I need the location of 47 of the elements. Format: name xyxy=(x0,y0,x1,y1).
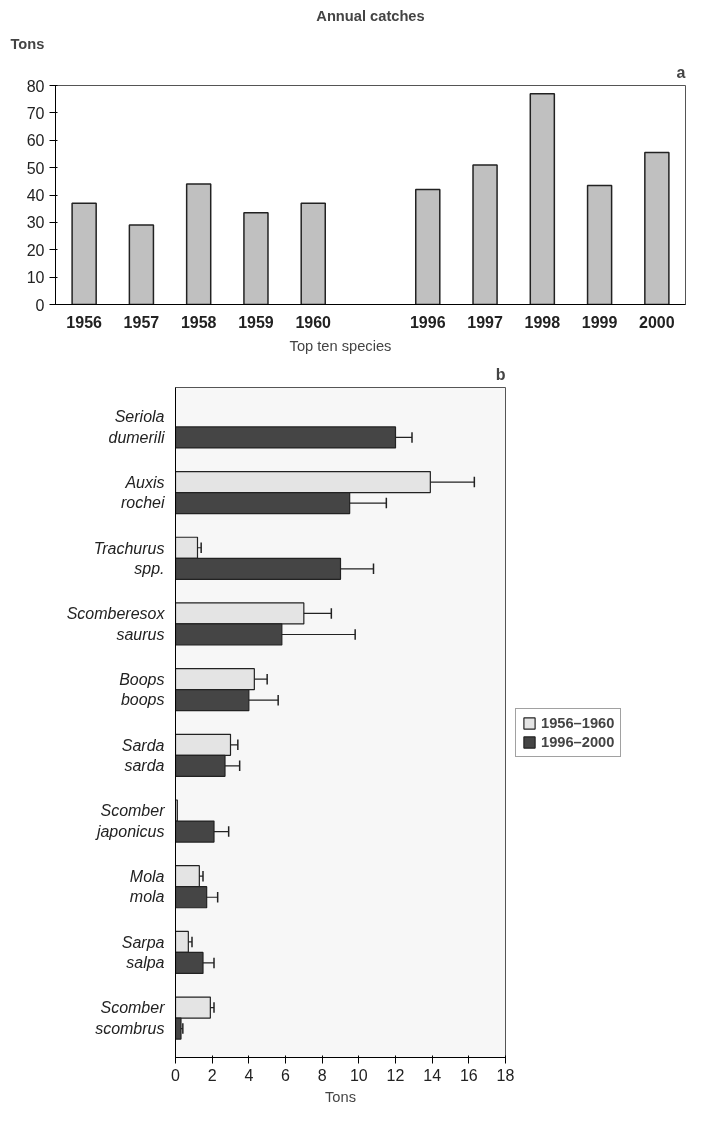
chart-title: Annual catches xyxy=(316,7,425,24)
x-tick-label: 2 xyxy=(207,1066,217,1084)
x-tick-label: 1958 xyxy=(180,313,217,331)
x-tick-label: 14 xyxy=(423,1066,442,1084)
x-tick-label: 0 xyxy=(171,1066,181,1084)
x-tick-label: 18 xyxy=(496,1066,515,1084)
y-tick-label: Trachurus spp. xyxy=(93,539,165,577)
y-tick-label: 60 xyxy=(26,132,45,150)
y-tick-label: 10 xyxy=(26,269,45,287)
x-tick-label: 4 xyxy=(244,1066,254,1084)
x-tick-label: 1999 xyxy=(581,313,618,331)
y-tick-label: Scomberesox saurus xyxy=(66,605,166,643)
x-tick-label: 1959 xyxy=(238,313,274,331)
y-tick-label: 30 xyxy=(26,214,45,232)
x-tick-label: 10 xyxy=(349,1066,368,1084)
text: a xyxy=(676,63,686,81)
y-tick-label: Scomber japonicus xyxy=(94,802,166,840)
y-tick-label: 70 xyxy=(26,104,45,122)
chart-title: Top ten species xyxy=(289,337,392,354)
y-tick-label: Boops boops xyxy=(119,670,165,709)
y-tick-label: Seriola dumerili xyxy=(108,408,165,446)
y-tick-label: 50 xyxy=(26,159,45,177)
x-axis-title: Tons xyxy=(325,1088,356,1105)
y-tick-label: 80 xyxy=(26,77,45,95)
y-tick-label: Auxis rochei xyxy=(120,473,165,512)
x-tick-label: 2000 xyxy=(639,313,675,331)
x-tick-label: 6 xyxy=(281,1066,291,1084)
y-tick-label: Scomber scombrus xyxy=(95,999,166,1037)
x-tick-label: 12 xyxy=(386,1066,405,1084)
y-tick-label: 20 xyxy=(26,241,45,259)
x-tick-label: 1996 xyxy=(409,313,446,331)
y-tick-label: 0 xyxy=(35,296,45,314)
x-tick-label: 16 xyxy=(459,1066,478,1084)
y-axis-title: Tons xyxy=(10,35,45,52)
text: b xyxy=(495,365,506,383)
x-tick-label: 1997 xyxy=(467,313,503,331)
legend-label: 1996–2000 xyxy=(541,734,615,750)
x-tick-label: 1956 xyxy=(66,313,103,331)
x-tick-label: 8 xyxy=(317,1066,327,1084)
y-tick-label: 40 xyxy=(26,187,45,204)
y-tick-label: Sarpa salpa xyxy=(121,933,165,972)
x-tick-label: 1957 xyxy=(123,313,160,331)
y-tick-label: Mola mola xyxy=(129,868,165,906)
x-tick-label: 1960 xyxy=(295,313,332,331)
y-tick-label: Sarda sarda xyxy=(121,736,165,775)
legend-label: 1956–1960 xyxy=(541,715,615,731)
x-tick-label: 1998 xyxy=(524,313,561,331)
